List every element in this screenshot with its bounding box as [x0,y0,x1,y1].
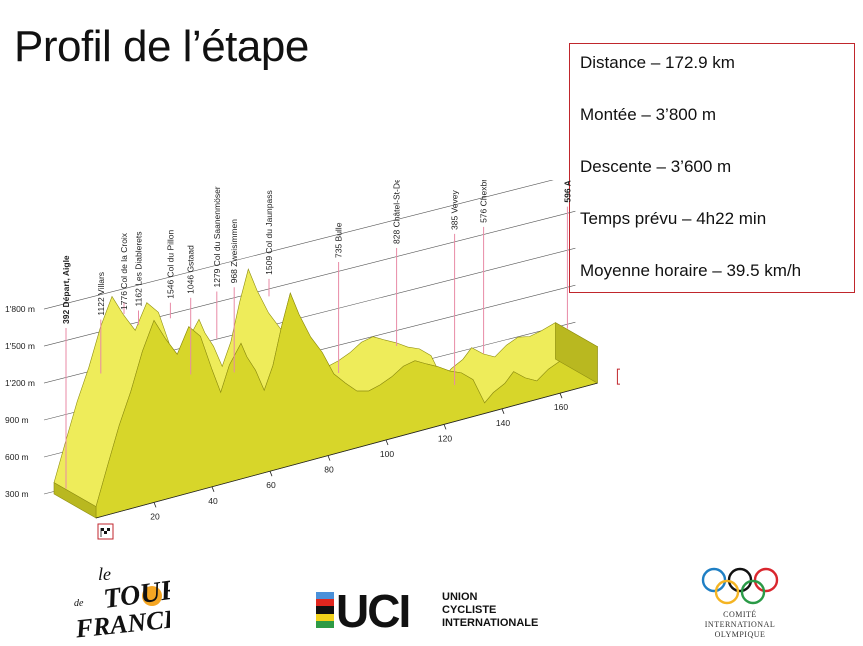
grid-line [43,180,554,310]
place-label: 968 Zweisimmen [229,219,239,284]
tour-de-france-logo: le TOUR de FRANCE [73,564,170,642]
flag-check [104,531,107,534]
place-label: 385 Vevey [450,189,460,229]
x-axis-labels: 20 40 60 80 100 120 140 160 [95,382,598,521]
cio-logo: COMITÉ INTERNATIONAL OLYMPIQUE [690,564,790,644]
place-label: 1776 Col de la Croix [119,232,129,310]
profile-front-face [95,292,598,519]
y-tick-label: 300 m [5,489,29,499]
x-tick-label: 60 [266,480,276,490]
stat-distance: Distance – 172.9 km [580,53,735,72]
svg-text:le: le [98,564,111,584]
flags [97,368,620,540]
stage-profile-chart: 1'800 m 1'500 m 1'200 m 900 m 600 m 300 m 392… [5,180,620,540]
x-tick-label: 100 [380,449,394,459]
x-tick [153,502,157,508]
cio-text: COMITÉ INTERNATIONAL OLYMPIQUE [704,610,776,639]
place-label: 1046 Gstaad [186,245,196,294]
stat-climb: Montée – 3’800 m [580,105,717,124]
place-label: 1122 Villars [96,272,106,316]
grid-line [43,210,576,347]
x-tick [269,471,273,477]
tour-sun-icon [142,586,162,606]
x-tick [385,439,389,446]
x-tick-label: 140 [496,418,510,428]
stat-time: Temps prévu – 4h22 min [580,209,767,228]
stats-box: Distance – 172.9 km Montée – 3’800 m Des… [569,43,855,293]
place-label: 576 Chexbres [479,180,489,223]
y-tick-label: 1'200 m [5,378,35,388]
uci-words: UNION CYCLISTE INTERNATIONALE [442,591,539,629]
place-label: 1509 Col du Jaunpass [264,190,274,275]
finish-flag-icon [616,368,620,385]
x-tick-label: 120 [438,433,452,443]
place-label: 1279 Col du Saanenmöser [212,186,222,287]
x-tick-label: 160 [554,402,568,412]
x-tick [327,455,331,461]
y-tick-label: 1'500 m [5,341,35,351]
flag-check [107,528,110,531]
place-label: 735 Bulle [334,222,344,258]
olympic-rings-icon [701,567,779,605]
y-axis-labels: 1'800 m 1'500 m 1'200 m 900 m 600 m 300 m [5,304,35,499]
y-tick-label: 1'800 m [5,304,35,314]
x-tick-label: 20 [150,511,160,521]
place-label: 596 Arrivée Lausanne [562,180,572,203]
x-tick [211,486,215,492]
flag-check [101,528,104,531]
x-tick [559,393,563,399]
y-tick-label: 900 m [5,415,29,425]
place-label: 1546 Col du Pillon [165,229,175,298]
place-markers: 392 Départ, Aigle 1122 Villars 1776 Col de… [61,180,572,489]
page-title: Profil de l’étape [14,22,309,71]
place-label: 1162 Les Diablerets [134,231,144,306]
profile-area [53,268,599,519]
uci-logo: UCI UNION CYCLISTE INTERNATIONALE [316,585,556,637]
uci-mark: UCI [336,585,411,637]
x-axis-line [95,382,598,519]
x-tick-label: 80 [324,465,334,475]
svg-text:FRANCE: FRANCE [73,604,170,642]
svg-text:de: de [74,598,84,609]
x-tick-label: 40 [208,496,218,506]
x-tick [443,424,447,430]
stat-avg-speed: Moyenne horaire – 39.5 km/h [580,261,802,280]
stat-descent: Descente – 3’600 m [580,157,732,176]
place-label: 392 Départ, Aigle [61,255,71,324]
uci-rainbow-icon [316,592,334,628]
y-tick-label: 600 m [5,452,29,462]
place-label: 828 Châtel-St-Denis [392,180,402,244]
x-tick [501,408,505,414]
